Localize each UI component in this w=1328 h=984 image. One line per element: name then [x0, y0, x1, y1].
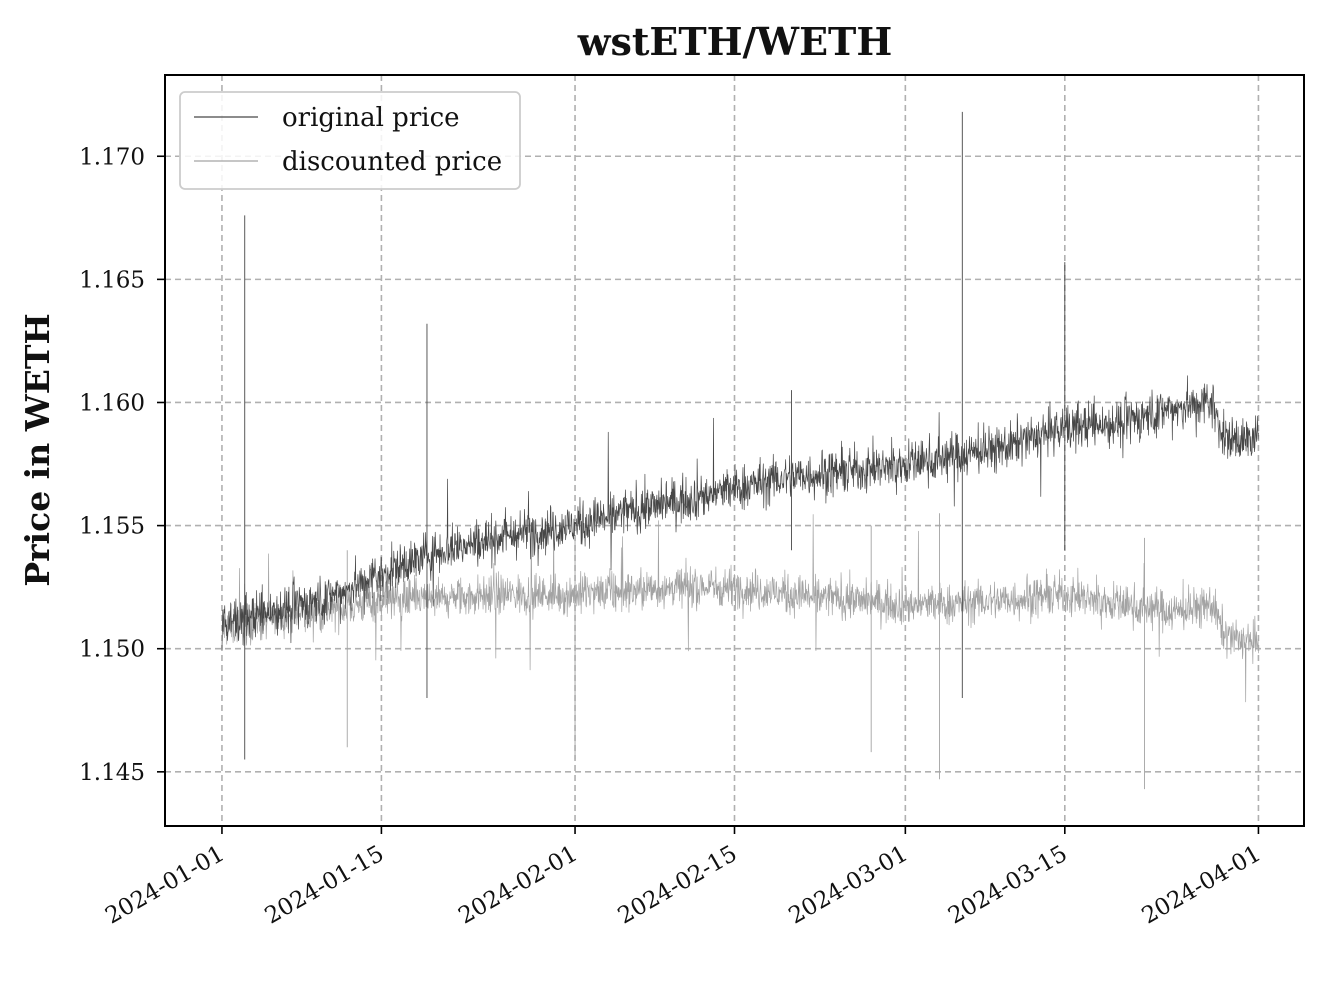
x-tick-label: 2024-04-01: [1138, 841, 1266, 930]
y-axis-label: Price in WETH: [18, 313, 57, 586]
legend-label-discounted: discounted price: [282, 147, 502, 177]
y-tick-label: 1.155: [79, 514, 145, 540]
legend: original price discounted price: [179, 91, 521, 190]
x-tick-label: 2024-02-15: [614, 841, 742, 930]
y-tick-label: 1.170: [79, 144, 145, 170]
series-line-original: [221, 375, 1259, 650]
plot-area: [221, 111, 1259, 790]
x-tick-label: 2024-03-15: [944, 841, 1072, 930]
x-tick-label: 2024-01-15: [261, 841, 389, 930]
x-tick-label: 2024-03-01: [785, 841, 913, 930]
series-line-discounted: [221, 511, 1259, 703]
y-tick-label: 1.165: [79, 267, 145, 293]
y-tick-label: 1.160: [79, 390, 145, 416]
legend-label-original: original price: [282, 103, 460, 133]
y-tick-label: 1.150: [79, 637, 145, 663]
chart-title: wstETH/WETH: [577, 19, 893, 64]
x-tick-label: 2024-02-01: [454, 841, 582, 930]
axis-ticks: 1.145 1.150 1.155 1.160 1.165 1.170 2024-01-01…: [79, 144, 1265, 929]
legend-box: [179, 91, 521, 190]
y-tick-label: 1.145: [79, 760, 145, 786]
x-tick-label: 2024-01-01: [101, 841, 229, 930]
